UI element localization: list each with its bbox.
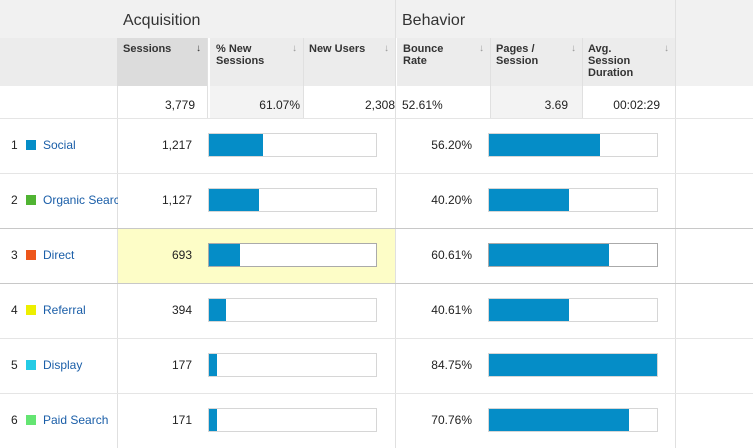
col-divider	[207, 38, 208, 118]
sessions-share-bar	[208, 298, 377, 322]
totals-row	[0, 86, 753, 118]
bounce-rate-bar	[488, 298, 658, 322]
sessions-share-fill	[209, 189, 259, 211]
col-bounce-rate[interactable]: Bounce Rate ↓	[397, 38, 490, 86]
col-divider	[395, 0, 396, 448]
row-divider	[0, 118, 753, 119]
row-divider	[0, 393, 753, 394]
sessions-share-bar	[208, 188, 377, 212]
row-rank: 4	[11, 303, 18, 317]
sessions-share-fill	[209, 244, 240, 266]
row-bounce-rate: 60.61%	[431, 248, 472, 262]
row-bounce-rate: 84.75%	[431, 358, 472, 372]
col-avg-session-duration[interactable]: Avg. Session Duration ↓	[582, 38, 675, 86]
col-divider	[675, 0, 676, 448]
group-behavior: Behavior	[402, 12, 466, 29]
sort-down-arrow-icon: ↓	[196, 43, 201, 54]
header-filler	[675, 38, 753, 86]
col-bounce-rate-label: Bounce Rate	[403, 43, 444, 67]
row-sessions: 1,217	[161, 138, 192, 152]
col-avg-session-duration-label: Avg. Session Duration	[588, 43, 634, 79]
row-divider	[0, 173, 753, 174]
channel-link[interactable]: Direct	[43, 248, 75, 262]
channel-link[interactable]: Referral	[43, 303, 86, 317]
row-divider	[0, 283, 753, 284]
bounce-rate-fill	[489, 134, 601, 156]
col-divider	[117, 86, 118, 448]
bounce-rate-fill	[489, 409, 630, 431]
total-pages-session: 3.69	[544, 98, 568, 112]
sessions-share-fill	[209, 134, 263, 156]
sort-arrow-icon: ↓	[571, 43, 576, 54]
col-divider	[303, 38, 304, 118]
bounce-rate-fill	[489, 189, 569, 211]
channel-link[interactable]: Organic Search	[43, 193, 118, 207]
sessions-share-bar	[208, 353, 377, 377]
col-pages-session[interactable]: Pages / Session ↓	[490, 38, 582, 86]
bounce-rate-bar	[488, 188, 658, 212]
sessions-share-fill	[209, 354, 217, 376]
row-divider	[0, 228, 753, 229]
row-sessions: 177	[171, 358, 192, 372]
col-pct-new-sessions-label: % New Sessions	[216, 43, 265, 67]
col-pages-session-label: Pages / Session	[496, 43, 539, 67]
totals-shade	[210, 86, 303, 118]
channel-color-swatch	[26, 250, 36, 260]
channel-link[interactable]: Display	[43, 358, 83, 372]
sort-arrow-icon: ↓	[664, 43, 669, 54]
channel-color-swatch	[26, 195, 36, 205]
row-rank: 1	[11, 138, 18, 152]
sort-arrow-icon: ↓	[384, 43, 389, 54]
row-bounce-rate: 56.20%	[431, 138, 472, 152]
channel-link[interactable]: Social	[43, 138, 76, 152]
sessions-share-bar	[208, 243, 377, 267]
row-sessions: 394	[171, 303, 192, 317]
total-pct-new-sessions: 61.07%	[259, 98, 300, 112]
total-new-users: 2,308	[364, 98, 395, 112]
bounce-rate-bar	[488, 353, 658, 377]
sessions-share-bar	[208, 133, 377, 157]
col-new-users[interactable]: New Users ↓	[303, 38, 395, 86]
col-sessions-label: Sessions	[123, 43, 172, 55]
total-sessions: 3,779	[164, 98, 195, 112]
row-sessions: 1,127	[161, 193, 192, 207]
row-rank: 2	[11, 193, 18, 207]
group-acquisition: Acquisition	[123, 12, 201, 29]
col-divider	[490, 38, 491, 118]
totals-shade	[490, 86, 582, 118]
bounce-rate-bar	[488, 133, 658, 157]
row-rank: 3	[11, 248, 18, 262]
row-rank: 6	[11, 413, 18, 427]
row-sessions: 693	[171, 248, 192, 262]
row-bounce-rate: 70.76%	[431, 413, 472, 427]
col-pct-new-sessions[interactable]: % New Sessions ↓	[210, 38, 303, 86]
sessions-share-fill	[209, 299, 227, 321]
sort-arrow-icon: ↓	[479, 43, 484, 54]
row-bounce-rate: 40.20%	[431, 193, 472, 207]
channel-color-swatch	[26, 415, 36, 425]
col-divider	[582, 38, 583, 118]
bounce-rate-fill	[489, 299, 570, 321]
bounce-rate-bar	[488, 408, 658, 432]
group-header-bar	[0, 0, 753, 38]
col-new-users-label: New Users	[309, 43, 366, 55]
total-bounce-rate: 52.61%	[402, 98, 443, 112]
sessions-share-bar	[208, 408, 377, 432]
total-avg-session-duration: 00:02:29	[613, 98, 660, 112]
channel-color-swatch	[26, 305, 36, 315]
channel-color-swatch	[26, 360, 36, 370]
bounce-rate-fill	[489, 354, 657, 376]
sort-arrow-icon: ↓	[292, 43, 297, 54]
channel-color-swatch	[26, 140, 36, 150]
row-divider	[0, 338, 753, 339]
row-bounce-rate: 40.61%	[431, 303, 472, 317]
bounce-rate-bar	[488, 243, 658, 267]
bounce-rate-fill	[489, 244, 610, 266]
col-sessions[interactable]: Sessions ↓	[117, 38, 207, 86]
sessions-share-fill	[209, 409, 217, 431]
row-sessions: 171	[171, 413, 192, 427]
channel-link[interactable]: Paid Search	[43, 413, 109, 427]
dimension-header	[0, 38, 117, 86]
row-rank: 5	[11, 358, 18, 372]
